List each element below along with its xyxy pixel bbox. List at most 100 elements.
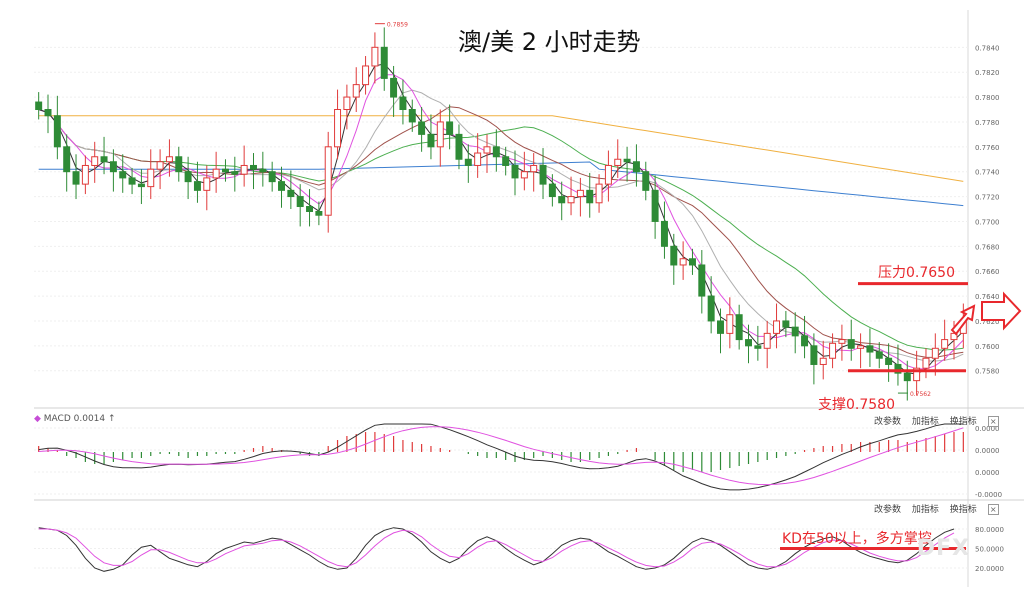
price-tick-label: 0.7600: [975, 343, 1000, 351]
candle-body: [287, 189, 295, 198]
candle-body: [44, 109, 52, 117]
kd-note-label: KD在50以上，多方掌控: [782, 531, 932, 547]
candle-body: [707, 295, 715, 322]
candle-body: [866, 345, 874, 353]
high-value-label: 0.7859: [387, 22, 408, 29]
price-tick-label: 0.7660: [975, 268, 1000, 276]
candle-body: [586, 189, 594, 204]
macd-dif-line: [38, 423, 964, 491]
candle-body: [922, 357, 930, 369]
candle-body: [315, 210, 323, 216]
candle-body: [502, 156, 510, 166]
candle-body: [688, 258, 696, 266]
price-tick-label: 0.7800: [975, 94, 1000, 102]
candle-body: [782, 320, 790, 328]
moving-average-line: [38, 115, 964, 182]
candle-body: [651, 189, 659, 222]
candle-body: [35, 101, 43, 110]
candle-body: [296, 196, 304, 208]
candle-body: [343, 96, 351, 110]
candle-body: [156, 161, 164, 170]
candle-body: [726, 314, 734, 334]
candle-body: [847, 339, 855, 349]
kd-panel-buttons: 改参数 加指标 换指标 ×: [866, 502, 999, 515]
candle-body: [418, 121, 426, 135]
kd-switch-indicator-button[interactable]: 换指标: [949, 505, 977, 515]
kd-tick-label: 50.0000: [975, 546, 1004, 554]
kd-tick-label: 80.0000: [975, 526, 1004, 534]
candle-body: [885, 357, 893, 365]
chart-title: 澳/美 2 小时走势: [458, 28, 641, 56]
candle-body: [548, 183, 556, 198]
candle-body: [81, 164, 89, 185]
moving-average-line: [38, 109, 964, 351]
macd-tick-label: 0.0000: [975, 447, 1000, 455]
candle-body: [119, 171, 127, 179]
kd-close-icon[interactable]: ×: [987, 504, 999, 515]
candle-body: [212, 168, 220, 179]
macd-tick-label: -0.0000: [975, 491, 1002, 499]
kd-add-indicator-button[interactable]: 加指标: [911, 505, 939, 515]
candle-body: [604, 164, 612, 185]
candle-body: [679, 258, 687, 266]
candle-body: [250, 164, 257, 170]
low-value-label: 0.7562: [910, 391, 931, 398]
candle-body: [268, 171, 276, 183]
macd-edit-params-button[interactable]: 改参数: [874, 417, 902, 427]
price-tick-label: 0.7740: [975, 169, 1000, 177]
candle-body: [231, 171, 239, 175]
candle-body: [913, 367, 921, 382]
candle-body: [763, 332, 771, 349]
panel-arrow-icon[interactable]: ◆: [34, 414, 41, 424]
candle-body: [147, 168, 155, 188]
candle-body: [567, 196, 575, 204]
candle-body: [100, 156, 108, 163]
resistance-label: 压力0.7650: [878, 265, 955, 281]
price-tick-label: 0.7780: [975, 119, 1000, 127]
candle-body: [670, 245, 678, 266]
candle-body: [53, 115, 61, 148]
candle-body: [371, 46, 379, 67]
candle-body: [623, 158, 631, 163]
price-tick-label: 0.7720: [975, 194, 1000, 202]
candle-body: [109, 161, 117, 173]
candle-body: [754, 345, 762, 349]
candle-body: [203, 177, 211, 191]
macd-add-indicator-button[interactable]: 加指标: [911, 417, 939, 427]
price-tick-label: 0.7640: [975, 293, 1000, 301]
macd-dea-line: [38, 426, 964, 486]
candle-body: [838, 339, 846, 344]
price-tick-label: 0.7820: [975, 69, 1000, 77]
candle-body: [698, 264, 706, 297]
macd-close-icon[interactable]: ×: [987, 416, 999, 427]
candle-body: [941, 339, 949, 349]
candle-body: [735, 314, 743, 341]
kd-d-line: [38, 528, 955, 568]
candle-body: [91, 156, 99, 166]
candle-body: [642, 171, 650, 191]
candle-body: [810, 345, 818, 365]
candle-body: [221, 168, 229, 173]
moving-average-line: [38, 74, 964, 370]
macd-tick-label: 0.0000: [975, 469, 1000, 477]
candle-body: [362, 65, 370, 86]
candle-body: [446, 121, 454, 135]
up-arrow-icon: ↑: [108, 414, 116, 424]
kd-edit-params-button[interactable]: 改参数: [874, 505, 902, 515]
moving-average-line: [38, 63, 964, 375]
candle-body: [427, 133, 435, 148]
candle-body: [717, 320, 724, 334]
candle-body: [165, 156, 173, 163]
candle-body: [436, 121, 444, 148]
up-right-arrow-icon: [950, 304, 976, 336]
candle-body: [240, 164, 248, 175]
price-tick-label: 0.7680: [975, 243, 1000, 251]
candle-body: [632, 161, 640, 173]
candle-body: [455, 133, 463, 160]
macd-label-text: MACD 0.0014: [43, 414, 106, 424]
candle-body: [539, 164, 547, 185]
candle-body: [829, 342, 837, 359]
candle-body: [259, 168, 267, 173]
macd-switch-indicator-button[interactable]: 换指标: [949, 417, 977, 427]
